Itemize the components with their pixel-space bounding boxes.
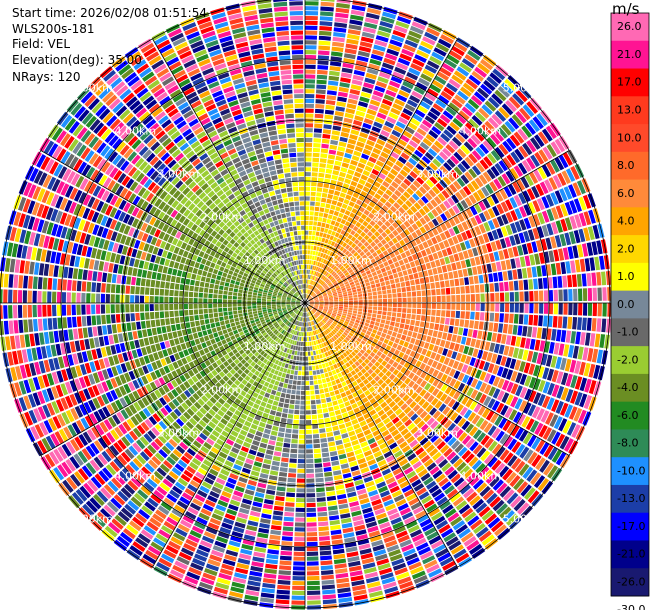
colorbar-tick-label: 10.0 xyxy=(617,131,642,144)
velocity-sectors xyxy=(0,0,612,610)
colorbar-bin xyxy=(611,373,649,403)
colorbar-tick-label: -21.0 xyxy=(617,548,645,561)
colorbar-tick-label: -6.0 xyxy=(617,409,638,422)
colorbar-bin xyxy=(611,207,649,236)
range-ring-label: 4.00km xyxy=(115,470,157,483)
colorbar-tick-label: -8.0 xyxy=(617,437,638,450)
colorbar-tick-label: 26.0 xyxy=(617,20,642,33)
range-ring-label: 3.00km xyxy=(158,426,200,439)
colorbar-bin xyxy=(611,568,649,597)
station-label: WLS200s-181 xyxy=(12,22,95,36)
range-ring-label: 2.00km xyxy=(373,383,415,396)
azimuth-spokes xyxy=(0,0,610,608)
colorbar-bin xyxy=(611,346,649,375)
range-ring-label: 2.00km xyxy=(201,211,243,224)
colorbar-tick-label: 0.0 xyxy=(617,298,635,311)
azimuth-spoke-300 xyxy=(40,150,306,304)
range-ring-label: 5.00km xyxy=(503,513,545,526)
colorbar-tick-label: 13.0 xyxy=(617,104,642,117)
colorbar-bin xyxy=(611,318,649,347)
azimuth-spoke-210 xyxy=(152,302,306,568)
colorbar-tick-label: 8.0 xyxy=(617,159,635,172)
colorbar-tick-label: -30.0 xyxy=(617,603,645,610)
colorbar-tick-label: -26.0 xyxy=(617,576,645,589)
colorbar-tick-label: 21.0 xyxy=(617,48,642,61)
nrays-label: NRays: 120 xyxy=(12,70,81,84)
range-ring-label: 3.00km xyxy=(416,426,458,439)
colorbar-frame xyxy=(610,12,650,597)
range-ring-label: 1.00km xyxy=(244,254,286,267)
colorbar-tick-label: -2.0 xyxy=(617,353,638,366)
colorbar-bin xyxy=(611,124,649,153)
range-ring-label: 4.00km xyxy=(460,470,502,483)
azimuth-spoke-60 xyxy=(304,150,570,304)
colorbar-bin xyxy=(611,96,649,125)
colorbar-bin xyxy=(611,13,649,42)
colorbar-bin xyxy=(611,151,649,181)
colorbar-tick-label: -17.0 xyxy=(617,520,645,533)
colorbar-title: m/s xyxy=(612,0,640,18)
range-ring-label: 1.00km xyxy=(244,340,286,353)
start-time-label: Start time: 2026/02/08 01:51:54 xyxy=(12,6,207,20)
elevation-label: Elevation(deg): 35.00 xyxy=(12,53,142,67)
colorbar-bin xyxy=(611,512,649,541)
colorbar-bin xyxy=(611,179,649,208)
colorbar: 26.0 21.0 17.0 13.0 10.0 8.0 6.0 4.0 2.0 1.0 0.0 -1… xyxy=(610,12,650,610)
range-ring-label: 4.00km xyxy=(460,125,502,138)
range-ring-label: 1.00km xyxy=(330,254,372,267)
colorbar-bin xyxy=(611,401,649,430)
colorbar-bin xyxy=(611,457,649,486)
colorbar-tick-label: 1.0 xyxy=(617,270,635,283)
range-ring-label: 2.00km xyxy=(373,211,415,224)
range-ring-label: 4.00km xyxy=(115,125,157,138)
colorbar-tick-label: -1.0 xyxy=(617,326,638,339)
field-label: Field: VEL xyxy=(12,37,71,51)
colorbar-tick-label: 4.0 xyxy=(617,215,635,228)
colorbar-bin xyxy=(611,40,649,70)
colorbar-bin xyxy=(611,235,649,264)
range-ring-labels: 1.00km 1.00km 1.00km 1.00km 2.00km 2.00km 2.00… xyxy=(71,81,544,525)
range-ring-label: 1.00km xyxy=(330,340,372,353)
azimuth-spoke-120 xyxy=(304,302,570,456)
range-ring-label: 3.00km xyxy=(416,168,458,181)
colorbar-bin xyxy=(611,540,649,569)
colorbar-tick-label: -4.0 xyxy=(617,381,638,394)
colorbar-bin xyxy=(611,68,649,97)
colorbar-bin xyxy=(611,429,649,458)
range-ring-label: 3.00km xyxy=(158,168,200,181)
azimuth-spoke-330 xyxy=(152,38,306,304)
colorbar-tick-label: -10.0 xyxy=(617,464,645,477)
range-ring-label: 5.00km xyxy=(71,81,113,94)
colorbar-tick-label: -13.0 xyxy=(617,492,645,505)
colorbar-bin xyxy=(611,484,649,514)
colorbar-bin xyxy=(611,290,649,319)
colorbar-bin xyxy=(611,262,649,292)
colorbar-tick-label: 17.0 xyxy=(617,76,642,89)
range-ring-label: 2.00km xyxy=(201,383,243,396)
azimuth-spoke-30 xyxy=(304,38,458,304)
azimuth-spoke-240 xyxy=(40,302,306,456)
azimuth-spoke-150 xyxy=(304,302,458,568)
colorbar-tick-label: 6.0 xyxy=(617,187,635,200)
range-ring-label: 5.00km xyxy=(503,81,545,94)
range-ring-label: 5.00km xyxy=(71,513,113,526)
colorbar-tick-label: 2.0 xyxy=(617,242,635,255)
